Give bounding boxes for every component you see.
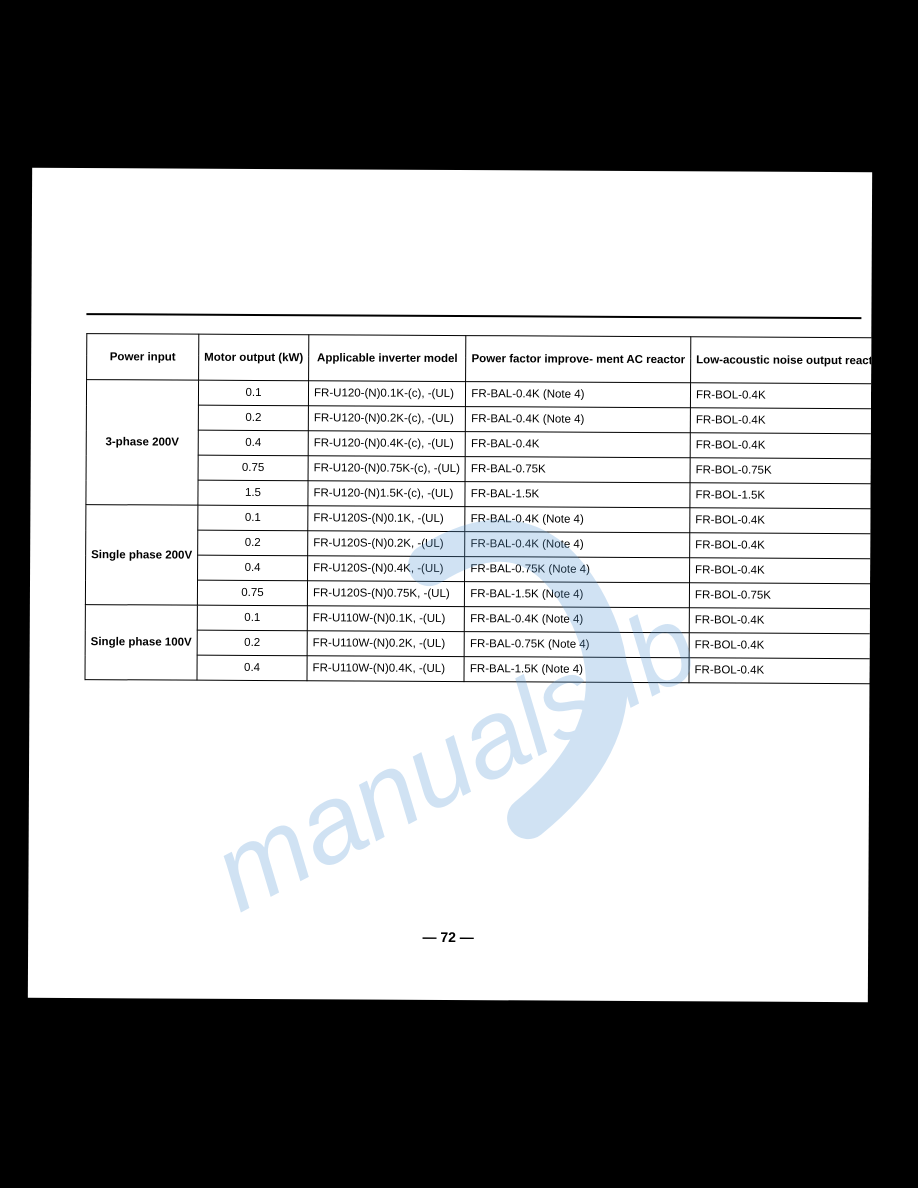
motor-output-cell: 0.4	[198, 555, 308, 581]
output-reactor-cell: FR-BOL-0.4K	[689, 608, 872, 634]
motor-output-cell: 0.2	[198, 405, 308, 431]
power-input-cell: Single phase 100V	[85, 605, 197, 681]
motor-output-cell: 0.1	[198, 380, 308, 406]
ac-reactor-cell: FR-BAL-0.4K (Note 4)	[465, 532, 690, 558]
inverter-model-cell: FR-U110W-(N)0.1K, -(UL)	[307, 606, 464, 632]
ac-reactor-cell: FR-BAL-0.4K (Note 4)	[466, 407, 691, 433]
spec-table-wrap: Power input Motor output (kW) Applicable…	[84, 333, 861, 684]
output-reactor-cell: FR-BOL-0.4K	[690, 433, 872, 459]
col-output-reactor: Low-acoustic noise output reactor	[691, 337, 873, 384]
page-number: — 72 —	[28, 927, 868, 947]
inverter-model-cell: FR-U120S-(N)0.1K, -(UL)	[308, 506, 465, 532]
inverter-model-cell: FR-U120S-(N)0.4K, -(UL)	[308, 556, 465, 582]
ac-reactor-cell: FR-BAL-0.75K (Note 4)	[465, 557, 690, 583]
output-reactor-cell: FR-BOL-0.4K	[689, 558, 872, 584]
inverter-model-cell: FR-U110W-(N)0.4K, -(UL)	[307, 656, 464, 682]
output-reactor-cell: FR-BOL-0.4K	[690, 408, 872, 434]
power-input-cell: 3-phase 200V	[86, 380, 199, 506]
inverter-model-cell: FR-U120-(N)1.5K-(c), -(UL)	[308, 481, 465, 507]
motor-output-cell: 0.75	[197, 580, 307, 606]
motor-output-cell: 1.5	[198, 480, 308, 506]
spec-table: Power input Motor output (kW) Applicable…	[84, 333, 872, 685]
col-ac-reactor: Power factor improve- ment AC reactor	[466, 336, 691, 383]
motor-output-cell: 0.4	[197, 655, 307, 681]
power-input-cell: Single phase 200V	[85, 505, 198, 606]
output-reactor-cell: FR-BOL-0.75K	[690, 458, 872, 484]
motor-output-cell: 0.2	[197, 630, 307, 656]
scanned-page: Power input Motor output (kW) Applicable…	[28, 168, 872, 1002]
col-power-input: Power input	[87, 334, 199, 381]
inverter-model-cell: FR-U120-(N)0.75K-(c), -(UL)	[308, 456, 465, 482]
ac-reactor-cell: FR-BAL-1.5K (Note 4)	[465, 582, 690, 608]
col-motor-output: Motor output (kW)	[199, 334, 309, 381]
motor-output-cell: 0.4	[198, 430, 308, 456]
inverter-model-cell: FR-U120-(N)0.2K-(c), -(UL)	[308, 406, 465, 432]
ac-reactor-cell: FR-BAL-1.5K	[465, 482, 690, 508]
motor-output-cell: 0.1	[198, 505, 308, 531]
inverter-model-cell: FR-U110W-(N)0.2K, -(UL)	[307, 631, 464, 657]
output-reactor-cell: FR-BOL-0.4K	[690, 533, 873, 559]
output-reactor-cell: FR-BOL-0.4K	[689, 633, 872, 659]
output-reactor-cell: FR-BOL-1.5K	[690, 483, 872, 509]
motor-output-cell: 0.1	[197, 605, 307, 631]
output-reactor-cell: FR-BOL-0.4K	[690, 383, 872, 409]
ac-reactor-cell: FR-BAL-0.4K	[466, 432, 691, 458]
inverter-model-cell: FR-U120S-(N)0.2K, -(UL)	[308, 531, 465, 557]
ac-reactor-cell: FR-BAL-0.4K (Note 4)	[465, 507, 690, 533]
table-header-row: Power input Motor output (kW) Applicable…	[87, 334, 872, 360]
output-reactor-cell: FR-BOL-0.75K	[689, 583, 872, 609]
top-rule	[86, 313, 861, 319]
col-inverter-model: Applicable inverter model	[309, 335, 467, 382]
inverter-model-cell: FR-U120-(N)0.4K-(c), -(UL)	[308, 431, 465, 457]
ac-reactor-cell: FR-BAL-0.75K	[465, 457, 690, 483]
inverter-model-cell: FR-U120S-(N)0.75K, -(UL)	[307, 581, 464, 607]
ac-reactor-cell: FR-BAL-1.5K (Note 4)	[464, 657, 689, 683]
table-row: 0.4FR-U110W-(N)0.4K, -(UL)FR-BAL-1.5K (N…	[85, 655, 872, 685]
output-reactor-cell: FR-BOL-0.4K	[689, 658, 872, 684]
ac-reactor-cell: FR-BAL-0.75K (Note 4)	[464, 632, 689, 658]
motor-output-cell: 0.2	[198, 530, 308, 556]
inverter-model-cell: FR-U120-(N)0.1K-(c), -(UL)	[308, 381, 465, 407]
motor-output-cell: 0.75	[198, 455, 308, 481]
ac-reactor-cell: FR-BAL-0.4K (Note 4)	[465, 607, 690, 633]
output-reactor-cell: FR-BOL-0.4K	[690, 508, 872, 534]
ac-reactor-cell: FR-BAL-0.4K (Note 4)	[466, 382, 691, 408]
